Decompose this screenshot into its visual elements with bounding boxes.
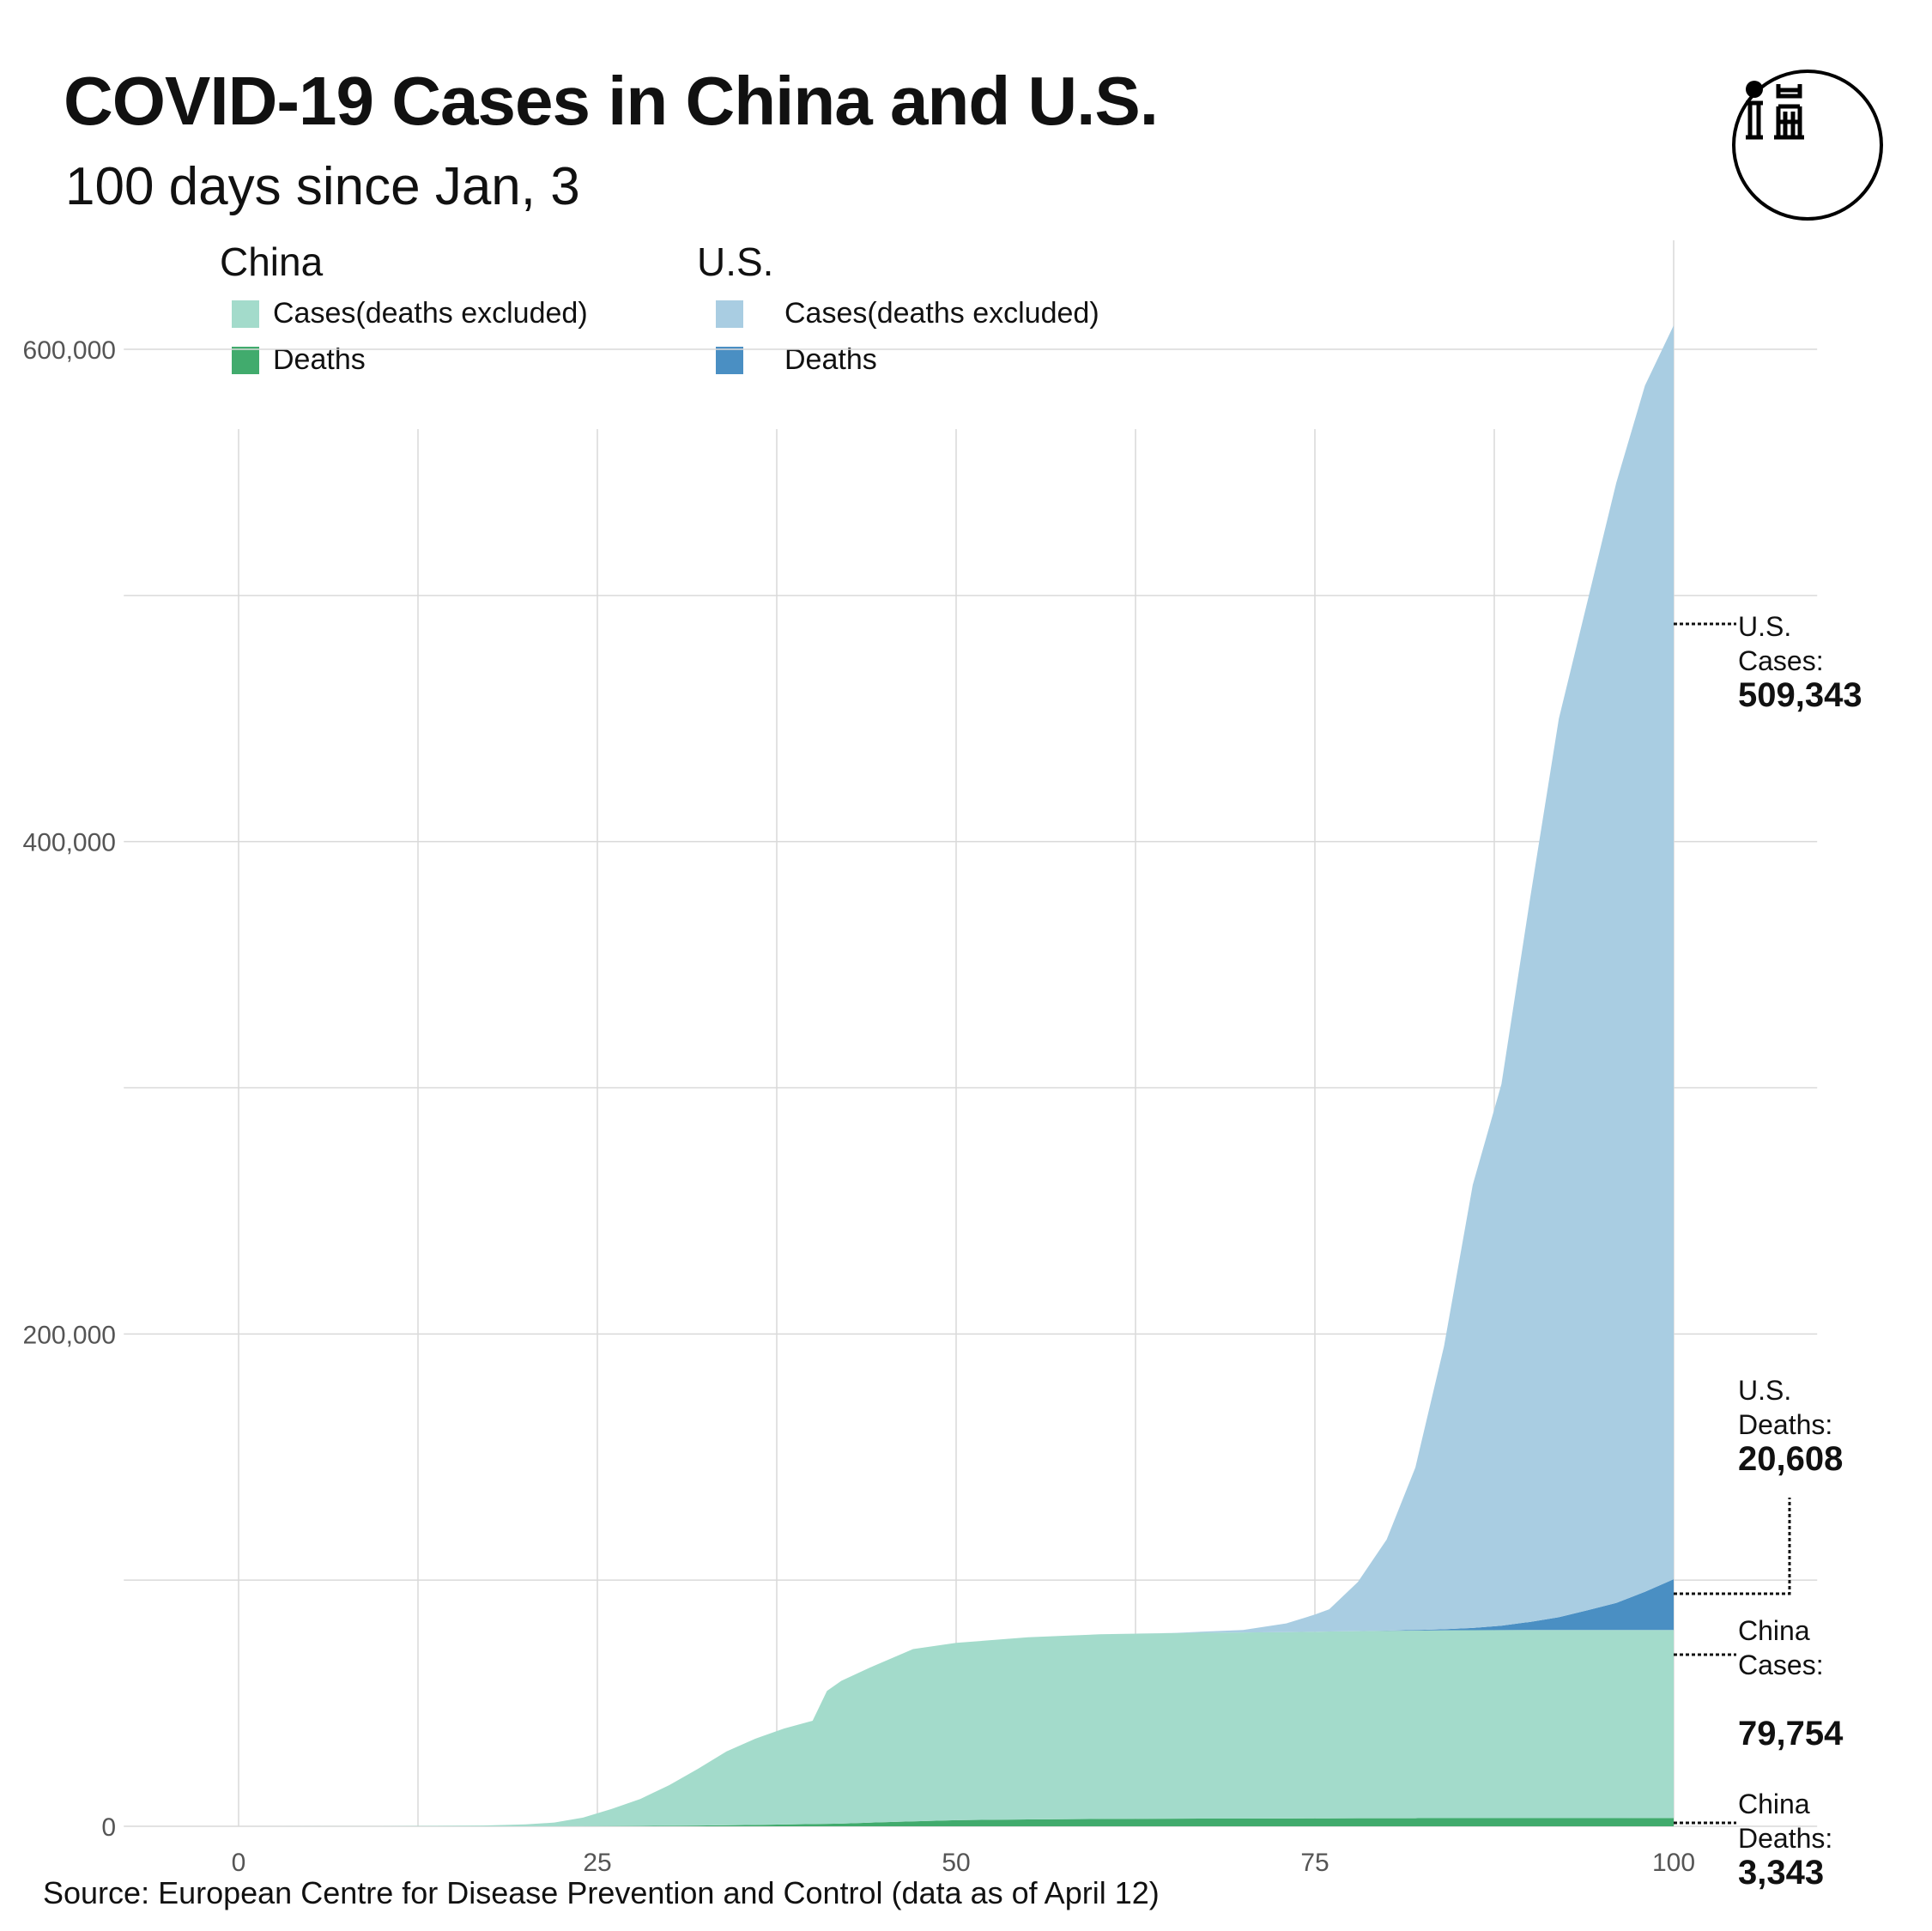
legend-label-china-cases: Cases(deaths excluded): [273, 297, 588, 330]
callout-us-deaths: U.S. Deaths: 20,608: [1738, 1373, 1843, 1476]
source-note: Source: European Centre for Disease Prev…: [43, 1875, 1160, 1910]
legend-swatch-us-deaths: [716, 346, 743, 374]
callout-china-deaths-value: 3,343: [1738, 1854, 1825, 1892]
callout-china-deaths-line2: Deaths:: [1738, 1823, 1833, 1854]
callout-china-cases-line1: China: [1738, 1615, 1810, 1646]
y-tick-label: 400,000: [23, 829, 116, 857]
legend-swatch-china-cases: [232, 300, 259, 328]
callout-china-cases-value: 79,754: [1738, 1715, 1844, 1752]
area-china-deaths: [195, 1818, 1675, 1826]
legend-china-cases: Cases(deaths excluded): [232, 297, 588, 330]
callout-us-deaths-line2: Deaths:: [1738, 1409, 1833, 1440]
area-china-cases: [195, 1630, 1675, 1826]
x-tick-label: 0: [232, 1849, 246, 1877]
x-tick-label: 75: [1300, 1849, 1329, 1877]
legend-label-us-cases: Cases(deaths excluded): [784, 297, 1099, 330]
callout-us-deaths-line1: U.S.: [1738, 1375, 1792, 1406]
x-tick-label: 50: [942, 1849, 970, 1877]
legend-swatch-us-cases: [716, 300, 743, 328]
leader-us-deaths: [1674, 1498, 1791, 1595]
callout-us-cases: U.S. Cases: 509,343: [1738, 609, 1862, 712]
publisher-logo-icon: [1732, 70, 1883, 221]
legend-china-title: China: [220, 239, 324, 284]
legend-us-title: U.S.: [697, 239, 774, 284]
y-tick-label: 600,000: [23, 336, 116, 365]
callout-us-cases-line2: Cases:: [1738, 645, 1824, 676]
chart-title: COVID-19 Cases in China and U.S.: [64, 63, 1159, 139]
callout-china-deaths-line1: China: [1738, 1789, 1810, 1819]
callout-china-cases: China Cases: 79,754: [1738, 1613, 1843, 1751]
y-tick-label: 200,000: [23, 1321, 116, 1349]
area-us-cases: [195, 325, 1675, 1826]
callout-us-cases-value: 509,343: [1738, 676, 1862, 714]
callout-us-deaths-value: 20,608: [1738, 1440, 1844, 1478]
legend-us-cases: Cases(deaths excluded): [716, 297, 1099, 330]
legend-swatch-china-deaths: [232, 346, 259, 374]
callout-china-cases-line2: Cases:: [1738, 1650, 1824, 1680]
callout-us-cases-line1: U.S.: [1738, 611, 1792, 642]
y-tick-label: 0: [101, 1813, 116, 1842]
x-tick-label: 100: [1652, 1849, 1695, 1877]
callout-china-deaths: China Deaths: 3,343: [1738, 1787, 1832, 1890]
x-tick-label: 25: [583, 1849, 611, 1877]
chart-subtitle: 100 days since Jan, 3: [65, 157, 580, 216]
